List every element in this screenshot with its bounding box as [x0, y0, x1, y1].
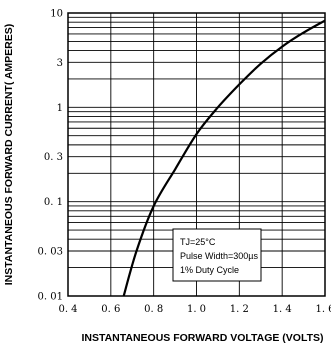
x-tick-label: 0. 6 — [101, 304, 120, 315]
y-tick-labels: 0. 01 0. 03 0. 1 0. 3 1 3 10 — [38, 9, 63, 303]
y-tick-label: 0. 3 — [44, 152, 63, 163]
annotation-box: TJ=25°C Pulse Width=300µs 1% Duty Cycle — [172, 228, 262, 282]
y-tick-label: 0. 03 — [38, 246, 63, 257]
y-tick-label: 3 — [57, 58, 63, 69]
x-axis-title: INSTANTANEOUS FORWARD VOLTAGE (VOLTS) — [81, 332, 323, 344]
x-tick-label: 1. 2 — [230, 304, 249, 315]
y-tick-label: 1 — [57, 103, 63, 114]
annotation-tj: TJ=25°C — [180, 237, 216, 247]
y-tick-label: 0. 01 — [38, 292, 63, 303]
annotation-box-frame — [172, 228, 262, 282]
x-tick-label: 1. 4 — [273, 304, 292, 315]
plot-frame — [67, 12, 326, 297]
x-tick-label: 1. 0 — [187, 304, 206, 315]
y-axis-title: INSTANTANEOUS FORWARD CURRENT( AMPERES) — [3, 24, 15, 286]
annotation-duty-cycle: 1% Duty Cycle — [180, 265, 239, 275]
x-tick-labels: 0. 4 0. 6 0. 8 1. 0 1. 2 1. 4 1. 6 — [58, 304, 331, 315]
y-tick-label: 10 — [50, 9, 63, 20]
y-tick-label: 0. 1 — [44, 197, 63, 208]
x-tick-label: 1. 6 — [315, 304, 331, 315]
x-tick-label: 0. 8 — [144, 304, 163, 315]
annotation-pulse-width: Pulse Width=300µs — [180, 251, 258, 261]
series-line — [122, 19, 326, 297]
x-tick-label: 0. 4 — [58, 304, 77, 315]
